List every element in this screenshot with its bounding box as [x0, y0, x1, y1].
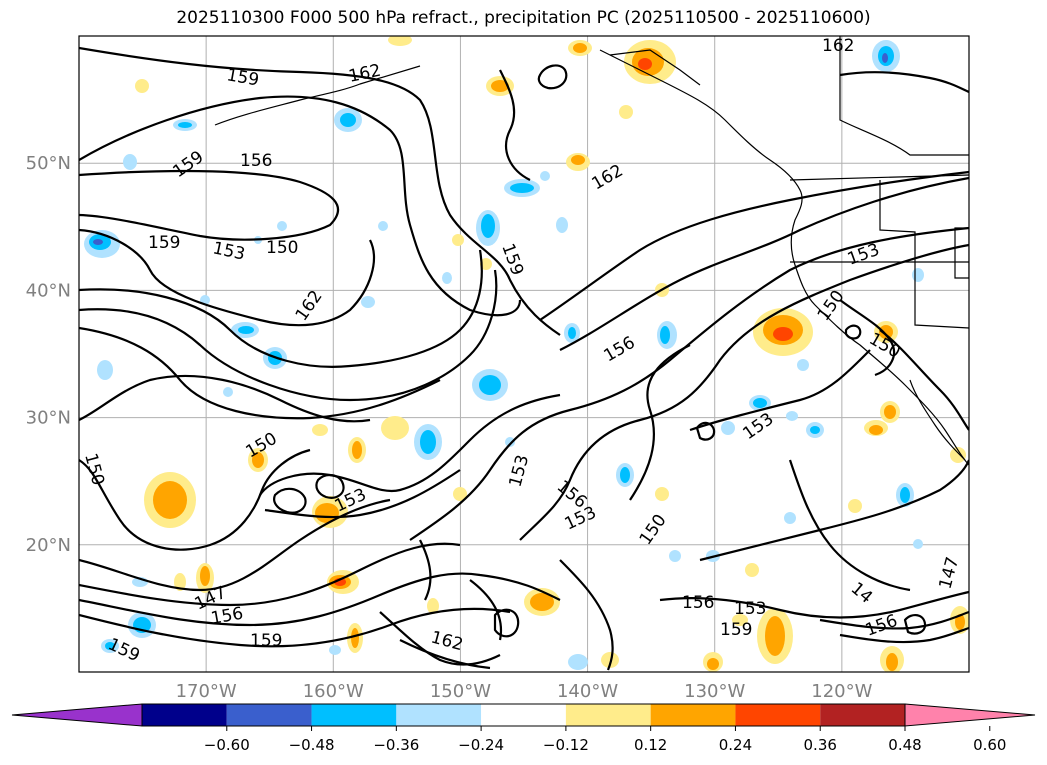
colorbar-bin	[396, 704, 482, 726]
map-frame	[78, 35, 970, 673]
colorbar-tick-label: 0.48	[888, 736, 921, 754]
colorbar-tick-label: −0.24	[458, 736, 504, 754]
colorbar-tick-label: 0.12	[634, 736, 667, 754]
colorbar: −0.60 −0.48 −0.36 −0.24 −0.12 0.12 0.24 0.36 0.4…	[11, 703, 1036, 754]
colorbar-bin	[311, 704, 397, 726]
contour-label: 162	[822, 36, 854, 56]
longitude-label: 120°W	[811, 681, 872, 702]
contour-label: 159	[225, 65, 260, 90]
contour-label: 153	[845, 240, 882, 270]
contour-label: 159	[148, 233, 180, 253]
refractivity-contours	[79, 46, 969, 671]
contour-label: 150	[266, 238, 298, 258]
contour-label: 159	[169, 147, 207, 182]
contour-label: 156	[682, 593, 714, 613]
contour-label: 153	[211, 238, 247, 264]
longitude-label: 150°W	[430, 681, 491, 702]
colorbar-extend-max	[904, 703, 1036, 727]
colorbar-bin	[820, 704, 905, 726]
contour-label: 153	[506, 453, 534, 490]
colorbar-tick-label: 0.24	[719, 736, 752, 754]
longitude-label: 160°W	[303, 681, 364, 702]
colorbar-frame	[141, 703, 906, 727]
longitude-label: 140°W	[557, 681, 618, 702]
longitude-label: 130°W	[684, 681, 745, 702]
contour-label: 159	[720, 620, 752, 640]
colorbar-bin	[142, 704, 227, 726]
contour-label: 159	[250, 631, 282, 651]
colorbar-bin	[565, 704, 651, 726]
coastlines	[214, 36, 969, 466]
contour-label: 147	[936, 555, 964, 592]
colorbar-tick-label: 0.60	[973, 736, 1006, 754]
latitude-label: 20°N	[26, 535, 71, 556]
graticule	[79, 36, 969, 672]
contour-label: 162	[429, 628, 466, 656]
longitude-labels: 170°W 160°W 150°W 140°W 130°W 120°W	[176, 681, 873, 702]
contour-label: 159	[105, 634, 143, 666]
colorbar-tick-label: −0.60	[204, 736, 250, 754]
contour-label: 14	[847, 579, 876, 608]
latitude-label: 50°N	[26, 153, 71, 174]
colorbar-tick-label: −0.12	[543, 736, 589, 754]
colorbar-extend-min	[11, 703, 143, 727]
colorbar-bin	[481, 704, 566, 726]
colorbar-bin	[650, 704, 736, 726]
contour-label: 150	[866, 329, 904, 363]
colorbar-tick-label: −0.48	[289, 736, 335, 754]
contour-label: 150	[636, 511, 671, 549]
longitude-label: 170°W	[176, 681, 237, 702]
contour-label: 156	[601, 333, 639, 367]
latitude-label: 30°N	[26, 408, 71, 429]
colorbar-tick-label: −0.36	[373, 736, 419, 754]
latitude-label: 40°N	[26, 280, 71, 301]
contour-label: 159	[497, 241, 527, 278]
latitude-labels: 50°N 40°N 30°N 20°N	[26, 153, 71, 556]
map-title: 2025110300 F000 500 hPa refract., precip…	[176, 8, 871, 28]
contour-label: 153	[734, 599, 766, 619]
contour-label: 156	[240, 151, 272, 171]
colorbar-bin	[735, 704, 821, 726]
contour-label: 162	[292, 287, 327, 325]
contour-label: 150	[80, 451, 108, 488]
colorbar-bin	[226, 704, 312, 726]
colorbar-tick-label: 0.36	[804, 736, 837, 754]
contour-label: 153	[562, 503, 600, 535]
contour-label: 162	[589, 161, 627, 195]
precipitation-shading	[84, 36, 969, 672]
